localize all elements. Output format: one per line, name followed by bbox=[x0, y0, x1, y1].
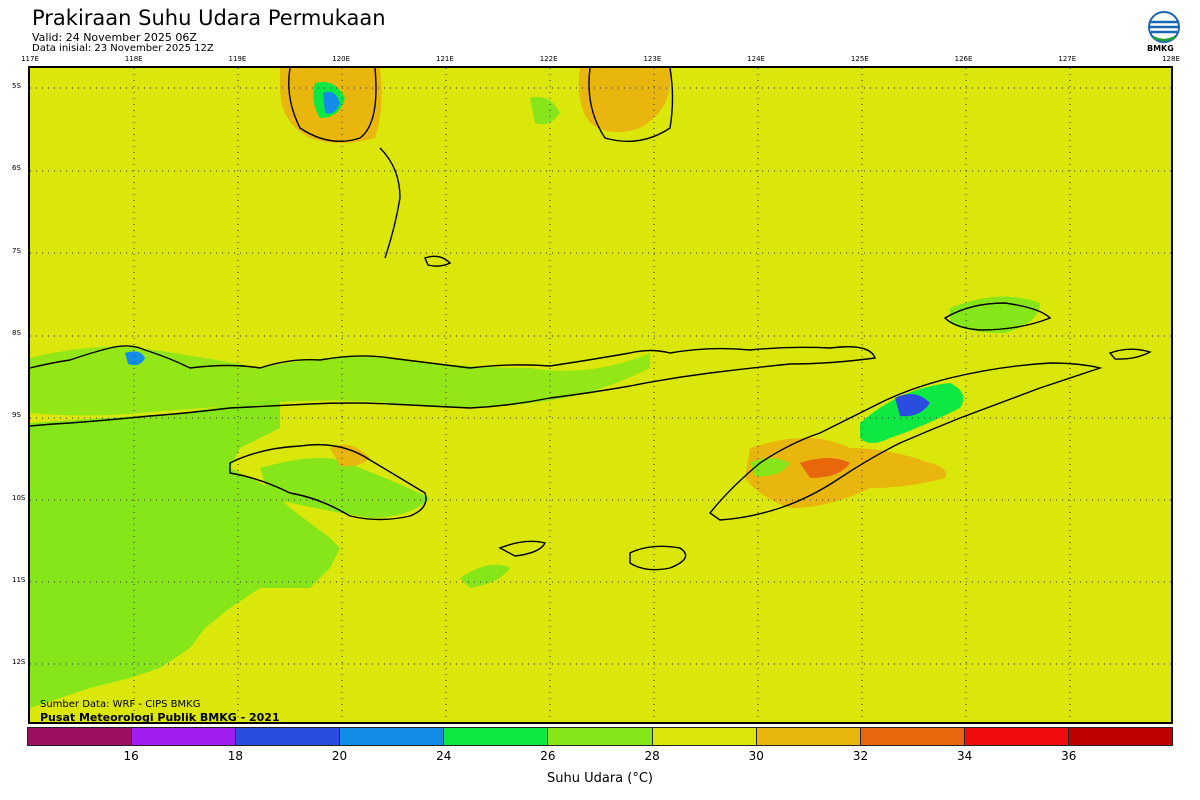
lon-label: 125E bbox=[850, 55, 869, 63]
temperature-colorbar bbox=[27, 727, 1173, 746]
bmkg-logo-icon bbox=[1148, 11, 1180, 43]
colorbar-segment bbox=[756, 728, 861, 745]
hot-spot-lombok bbox=[125, 351, 145, 366]
coastline-small-islands bbox=[629, 545, 687, 571]
map-canvas bbox=[30, 68, 1171, 722]
coastline-timor bbox=[708, 362, 1103, 521]
data-source-credit: Sumber Data: WRF - CIPS BMKG bbox=[40, 699, 201, 710]
colorbar-tick-label: 36 bbox=[1061, 749, 1077, 763]
coastline-sumba bbox=[229, 443, 427, 521]
colorbar-tick-label: 28 bbox=[644, 749, 660, 763]
map-title: Prakiraan Suhu Udara Permukaan bbox=[32, 6, 386, 30]
colorbar-tick-label: 24 bbox=[436, 749, 452, 763]
colorbar-segment bbox=[236, 728, 341, 745]
colorbar-segment bbox=[444, 728, 549, 745]
coastlines bbox=[30, 68, 1152, 571]
lon-label: 117E bbox=[21, 55, 39, 63]
warm-patch-sumba bbox=[260, 458, 430, 518]
colorbar-tick-label: 34 bbox=[956, 749, 973, 763]
colorbar-segment bbox=[1068, 728, 1173, 745]
lat-label: 11S bbox=[12, 575, 26, 584]
colorbar-segment bbox=[652, 728, 757, 745]
colorbar-segment bbox=[28, 728, 133, 745]
lat-label: 12S bbox=[12, 658, 26, 667]
colorbar-tick-label: 32 bbox=[852, 749, 869, 763]
lon-label: 127E bbox=[1058, 55, 1077, 63]
lat-label: 7S bbox=[12, 246, 21, 255]
coastline-sulawesi-east bbox=[379, 147, 401, 259]
cold-spot-north-1 bbox=[323, 91, 340, 114]
lat-label: 5S bbox=[12, 82, 21, 90]
valid-time: Valid: 24 November 2025 06Z bbox=[32, 31, 197, 44]
colorbar-tick-label: 16 bbox=[123, 749, 139, 763]
cool-patch-north-2 bbox=[530, 97, 560, 125]
lon-label: 121E bbox=[436, 55, 454, 63]
lat-gridlines bbox=[30, 87, 1171, 665]
coastline-east-island bbox=[1108, 348, 1152, 360]
coastline-roti bbox=[424, 255, 452, 267]
colorbar-segment bbox=[340, 728, 445, 745]
colorbar-label: Suhu Udara (°C) bbox=[547, 771, 653, 786]
cool-sea-region bbox=[30, 398, 340, 708]
warm-band-sumbawa bbox=[30, 346, 650, 416]
lon-label: 118E bbox=[124, 55, 143, 63]
lat-label: 8S bbox=[12, 328, 21, 337]
lat-label: 9S bbox=[12, 411, 21, 420]
colorbar-tick-label: 26 bbox=[540, 749, 556, 763]
cold-spot-east bbox=[895, 394, 930, 417]
coastline-north-east bbox=[588, 68, 674, 143]
lon-label: 119E bbox=[228, 55, 247, 63]
lon-label: 126E bbox=[954, 55, 973, 63]
lon-gridlines bbox=[133, 68, 1071, 722]
colorbar-segment bbox=[860, 728, 965, 745]
bmkg-logo-text: BMKG bbox=[1147, 44, 1174, 53]
lat-label: 6S bbox=[12, 164, 21, 173]
lon-label: 124E bbox=[747, 55, 765, 63]
lon-label: 128E bbox=[1162, 55, 1180, 63]
colorbar-segment bbox=[548, 728, 653, 745]
colorbar-segment bbox=[132, 728, 237, 745]
lon-label: 123E bbox=[643, 55, 662, 63]
coastline-lombok-sumbawa bbox=[30, 345, 876, 427]
lon-label: 120E bbox=[332, 55, 351, 63]
warm-region-timor bbox=[745, 438, 946, 508]
cool-patch bbox=[460, 564, 510, 588]
hot-patch-sumba bbox=[330, 444, 370, 467]
coastline-savu bbox=[498, 540, 547, 557]
colorbar-tick-label: 18 bbox=[227, 749, 243, 763]
coastline-north-sulawesi bbox=[288, 68, 377, 143]
coastline-banda bbox=[943, 302, 1052, 331]
colorbar-tick-label: 20 bbox=[331, 749, 348, 763]
colorbar-segment bbox=[964, 728, 1069, 745]
initial-data-time: Data inisial: 23 November 2025 12Z bbox=[32, 43, 214, 54]
colorbar-tick-label: 30 bbox=[748, 749, 764, 763]
temperature-map[interactable]: Sumber Data: WRF - CIPS BMKG Pusat Meteo… bbox=[28, 66, 1173, 724]
lat-label: 10S bbox=[12, 493, 26, 502]
publisher-credit: Pusat Meteorologi Publik BMKG - 2021 bbox=[40, 711, 280, 724]
lon-label: 122E bbox=[539, 55, 558, 63]
hot-patch-timor bbox=[800, 458, 850, 478]
warm-patch-north-2 bbox=[578, 68, 671, 132]
